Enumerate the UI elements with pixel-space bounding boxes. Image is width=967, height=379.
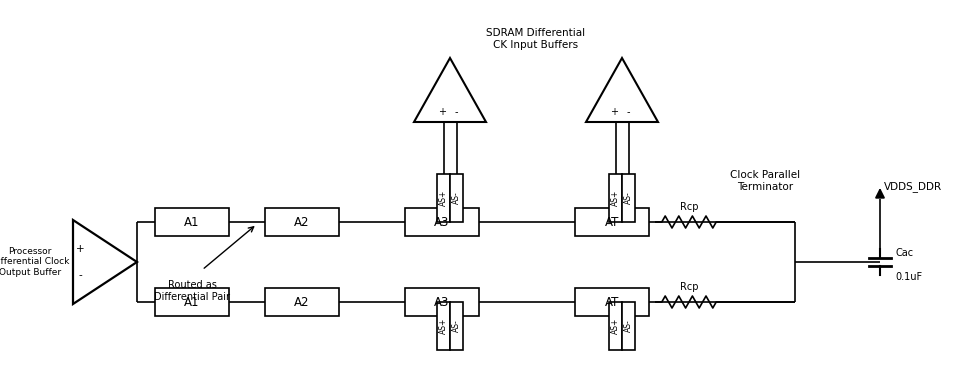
Text: VDDS_DDR: VDDS_DDR (884, 181, 942, 192)
Text: A2: A2 (294, 216, 309, 229)
Bar (155, 208, 229, 236)
Text: A2: A2 (294, 296, 309, 309)
Polygon shape (586, 58, 658, 122)
Bar (405, 208, 479, 236)
Bar (405, 288, 479, 316)
Text: Rcp: Rcp (680, 202, 698, 212)
Text: AS-: AS- (624, 319, 633, 332)
Text: A3: A3 (434, 296, 450, 309)
Text: +: + (438, 107, 446, 117)
Text: A1: A1 (185, 216, 200, 229)
Text: AS+: AS+ (439, 318, 448, 334)
Text: +: + (75, 244, 84, 254)
Bar (450, 174, 463, 222)
Text: Rcp: Rcp (680, 282, 698, 292)
Text: 0.1uF: 0.1uF (895, 272, 923, 282)
Text: AS+: AS+ (611, 190, 620, 206)
Text: AS-: AS- (452, 192, 461, 204)
Text: +: + (610, 107, 618, 117)
Text: AS-: AS- (624, 192, 633, 204)
Text: AS+: AS+ (439, 190, 448, 206)
Text: A1: A1 (185, 296, 200, 309)
Polygon shape (414, 58, 486, 122)
Text: Processor
Differential Clock
Output Buffer: Processor Differential Clock Output Buff… (0, 247, 69, 277)
Text: AT: AT (604, 296, 619, 309)
Bar (622, 174, 635, 222)
Polygon shape (73, 220, 137, 304)
Text: AS-: AS- (452, 319, 461, 332)
Bar (437, 302, 450, 350)
Text: Clock Parallel
Terminator: Clock Parallel Terminator (730, 171, 800, 192)
Bar (450, 302, 463, 350)
Text: -: - (78, 270, 82, 280)
Text: AT: AT (604, 216, 619, 229)
Text: Cac: Cac (895, 248, 913, 258)
Text: A3: A3 (434, 216, 450, 229)
Text: AS+: AS+ (611, 318, 620, 334)
Text: -: - (627, 107, 630, 117)
Bar (609, 174, 622, 222)
Bar (609, 302, 622, 350)
Bar (155, 288, 229, 316)
Bar (622, 302, 635, 350)
Text: Routed as
Differential Pair: Routed as Differential Pair (154, 280, 230, 302)
Text: -: - (454, 107, 457, 117)
Bar (265, 288, 339, 316)
Bar (575, 208, 649, 236)
Bar (265, 208, 339, 236)
Bar (437, 174, 450, 222)
Text: SDRAM Differential
CK Input Buffers: SDRAM Differential CK Input Buffers (486, 28, 586, 50)
Bar (575, 288, 649, 316)
